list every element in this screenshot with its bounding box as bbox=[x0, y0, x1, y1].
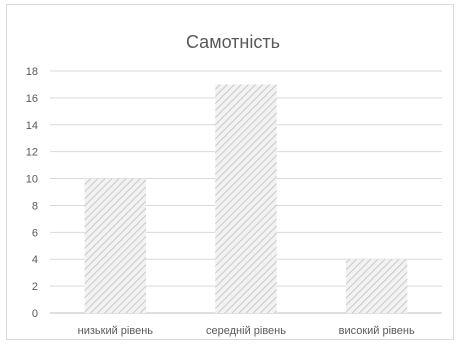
bar-1 bbox=[85, 179, 146, 313]
x-axis-labels: низький рівень середній рівень високий рів… bbox=[78, 325, 415, 337]
y-axis-ticks: 0 2 4 6 8 10 12 14 16 18 bbox=[26, 66, 38, 320]
y-tick-label: 12 bbox=[26, 147, 38, 159]
y-tick-label: 2 bbox=[32, 281, 38, 293]
y-tick-label: 0 bbox=[32, 308, 38, 320]
y-tick-label: 18 bbox=[26, 66, 38, 78]
x-category-label: низький рівень bbox=[78, 325, 154, 337]
x-category-label: високий рівень bbox=[339, 325, 415, 337]
y-tick-label: 6 bbox=[32, 227, 38, 239]
y-tick-label: 14 bbox=[26, 120, 38, 132]
bars bbox=[85, 84, 408, 313]
chart-title: Самотність bbox=[186, 32, 280, 52]
y-tick-label: 10 bbox=[26, 174, 38, 186]
y-tick-label: 4 bbox=[32, 254, 38, 266]
y-tick-label: 16 bbox=[26, 93, 38, 105]
bar-2 bbox=[215, 84, 276, 313]
x-category-label: середній рівень bbox=[206, 325, 286, 337]
bar-3 bbox=[346, 259, 407, 313]
y-tick-label: 8 bbox=[32, 200, 38, 212]
